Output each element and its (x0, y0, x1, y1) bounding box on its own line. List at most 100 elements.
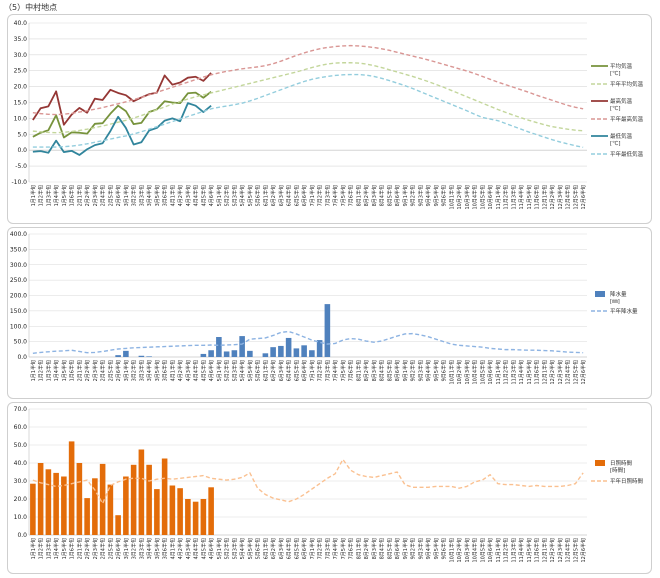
x-tick-label: 8月6半旬 (394, 185, 401, 206)
x-tick-label: 1月2半旬 (38, 538, 45, 559)
x-tick-label: 8月6半旬 (394, 538, 401, 559)
x-tick-label: 2月5半旬 (107, 185, 114, 206)
x-tick-label: 5月2半旬 (224, 360, 231, 381)
y-tick-label: 50.0 (14, 339, 28, 346)
y-tick-label: 150.0 (10, 308, 27, 315)
x-tick-label: 6月5半旬 (293, 538, 300, 559)
x-tick-label: 5月6半旬 (255, 538, 262, 559)
x-tick-label: 12月6半旬 (580, 185, 587, 210)
x-tick-label: 10月2半旬 (456, 360, 463, 385)
x-tick-label: 11月4半旬 (518, 538, 525, 563)
x-tick-label: 6月1半旬 (262, 185, 269, 206)
x-tick-label: 8月3半旬 (371, 185, 378, 206)
bar (30, 483, 36, 535)
x-tick-label: 7月3半旬 (324, 538, 331, 559)
x-tick-label: 12月2半旬 (549, 185, 556, 210)
x-tick-label: 2月2半旬 (84, 185, 91, 206)
x-tick-label: 5月5半旬 (247, 360, 254, 381)
series-line (32, 330, 584, 355)
legend-label: 平均気温[℃] (610, 62, 633, 77)
x-tick-label: 2月1半旬 (76, 360, 83, 381)
x-tick-label: 3月5半旬 (154, 185, 161, 206)
y-tick-label: -10.0 (11, 179, 27, 186)
y-tick-label: 0.0 (17, 354, 27, 361)
y-tick-label: 30.0 (14, 478, 28, 485)
y-tick-label: 40.0 (14, 460, 28, 467)
x-tick-label: 4月2半旬 (177, 185, 184, 206)
series-line (32, 44, 584, 116)
x-tick-label: 12月3半旬 (557, 538, 564, 563)
legend-label: 日照時間[時間] (610, 459, 633, 474)
x-tick-label: 5月5半旬 (247, 185, 254, 206)
x-tick-label: 10月4半旬 (472, 360, 479, 385)
x-tick-label: 6月1半旬 (262, 538, 269, 559)
x-tick-label: 8月5半旬 (386, 360, 393, 381)
x-tick-label: 12月5半旬 (572, 185, 579, 210)
bar (239, 336, 245, 357)
x-tick-label: 4月6半旬 (208, 538, 215, 559)
y-tick-label: 60.0 (14, 424, 28, 431)
x-tick-label: 1月2半旬 (38, 360, 45, 381)
x-tick-label: 1月1半旬 (30, 360, 37, 381)
x-tick-label: 7月6半旬 (348, 185, 355, 206)
x-tick-label: 8月3半旬 (371, 360, 378, 381)
bar (200, 499, 207, 535)
legend-swatch (595, 291, 605, 297)
bar (293, 348, 300, 357)
x-tick-label: 9月6半旬 (441, 360, 448, 381)
x-tick-label: 7月1半旬 (309, 185, 316, 206)
x-tick-label: 9月3半旬 (417, 360, 424, 381)
x-tick-label: 9月2半旬 (410, 360, 417, 381)
bar (324, 304, 331, 357)
x-tick-label: 11月2半旬 (503, 360, 510, 385)
y-tick-label: 15.0 (14, 100, 28, 107)
bar (278, 345, 284, 357)
x-tick-label: 4月4半旬 (193, 538, 200, 559)
bar (76, 463, 83, 535)
bar (161, 458, 168, 535)
x-tick-label: 4月3半旬 (185, 538, 192, 559)
x-tick-label: 5月1半旬 (216, 538, 223, 559)
x-tick-label: 8月2半旬 (363, 538, 370, 559)
bar (223, 351, 230, 357)
bar (53, 472, 59, 535)
x-tick-label: 8月4半旬 (379, 185, 386, 206)
x-tick-label: 2月3半旬 (92, 538, 99, 559)
x-tick-label: 5月4半旬 (239, 538, 246, 559)
x-tick-label: 2月1半旬 (76, 538, 83, 559)
y-tick-label: 20.0 (14, 84, 28, 91)
x-tick-label: 2月3半旬 (92, 185, 99, 206)
x-tick-label: 2月2半旬 (84, 538, 91, 559)
x-tick-label: 12月2半旬 (549, 538, 556, 563)
x-tick-label: 7月4半旬 (332, 185, 339, 206)
x-tick-label: 6月3半旬 (278, 360, 285, 381)
legend-label: 平年降水量 (610, 307, 638, 315)
x-tick-label: 4月5半旬 (200, 185, 207, 206)
x-tick-label: 11月4半旬 (518, 185, 525, 210)
x-tick-label: 9月2半旬 (410, 185, 417, 206)
bar (247, 350, 253, 357)
x-tick-label: 8月1半旬 (355, 185, 362, 206)
x-tick-label: 3月4半旬 (146, 185, 153, 206)
bar (285, 337, 292, 357)
y-tick-label: 100.0 (10, 323, 27, 330)
series-line (32, 458, 584, 505)
x-tick-label: 2月3半旬 (92, 360, 99, 381)
x-tick-label: 12月5半旬 (572, 360, 579, 385)
precipitation-chart-panel: 400.0 350.0 300.0 250.0 200.0 150.0 100.0 50.0 0… (7, 227, 652, 399)
x-tick-label: 1月4半旬 (53, 538, 60, 559)
legend-label: 平年平均気温 (610, 80, 644, 88)
x-tick-label: 6月5半旬 (293, 185, 300, 206)
bar (316, 340, 323, 357)
legend-label: 最高気温[℃] (610, 97, 633, 112)
x-tick-label: 5月1半旬 (216, 360, 223, 381)
y-tick-label: 40.0 (14, 20, 28, 27)
x-tick-label: 1月4半旬 (53, 185, 60, 206)
x-tick-label: 2月1半旬 (76, 185, 83, 206)
x-tick-label: 6月3半旬 (278, 185, 285, 206)
x-tick-label: 3月2半旬 (131, 360, 138, 381)
bar (192, 501, 199, 535)
x-tick-label: 12月3半旬 (557, 185, 564, 210)
bar (185, 499, 191, 535)
x-tick-label: 6月6半旬 (301, 360, 308, 381)
